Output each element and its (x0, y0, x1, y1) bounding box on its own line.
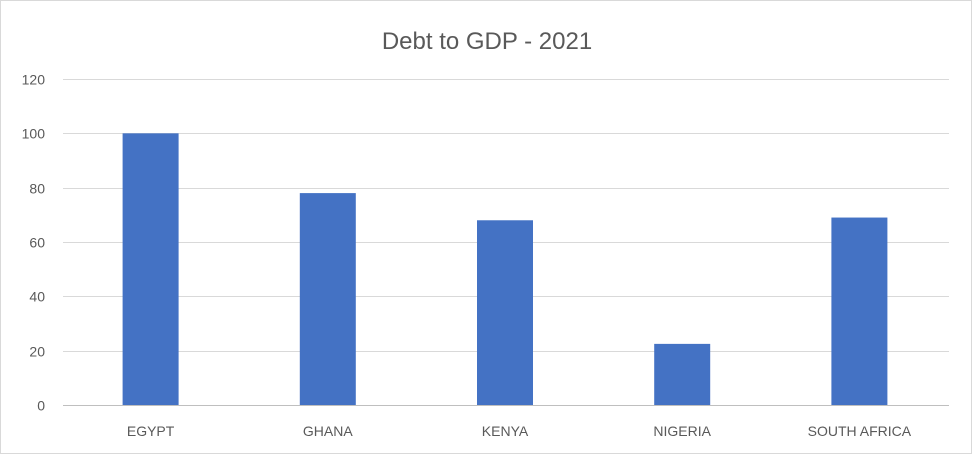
bar-south-africa (831, 217, 888, 405)
x-category-label: NIGERIA (653, 423, 711, 439)
y-tick-label: 100 (22, 126, 46, 142)
bar-egypt (122, 133, 179, 406)
x-category-label: EGYPT (127, 423, 175, 439)
bar-kenya (477, 220, 533, 405)
y-axis-tick-labels: 0 20 40 60 80 100 120 (22, 72, 46, 414)
x-category-label: SOUTH AFRICA (808, 423, 912, 439)
y-tick-label: 120 (22, 72, 46, 88)
bars (122, 133, 888, 406)
x-category-label: KENYA (482, 423, 529, 439)
y-tick-label: 60 (29, 235, 45, 251)
x-axis-category-labels: EGYPT GHANA KENYA NIGERIA SOUTH AFRICA (127, 423, 912, 439)
chart-title: Debt to GDP - 2021 (382, 28, 592, 55)
x-category-label: GHANA (303, 423, 353, 439)
y-tick-label: 40 (29, 289, 45, 305)
y-tick-label: 80 (29, 181, 45, 197)
y-tick-label: 20 (29, 344, 45, 360)
bar-nigeria (654, 343, 711, 405)
bar-ghana (299, 193, 356, 405)
y-tick-label: 0 (37, 398, 45, 414)
